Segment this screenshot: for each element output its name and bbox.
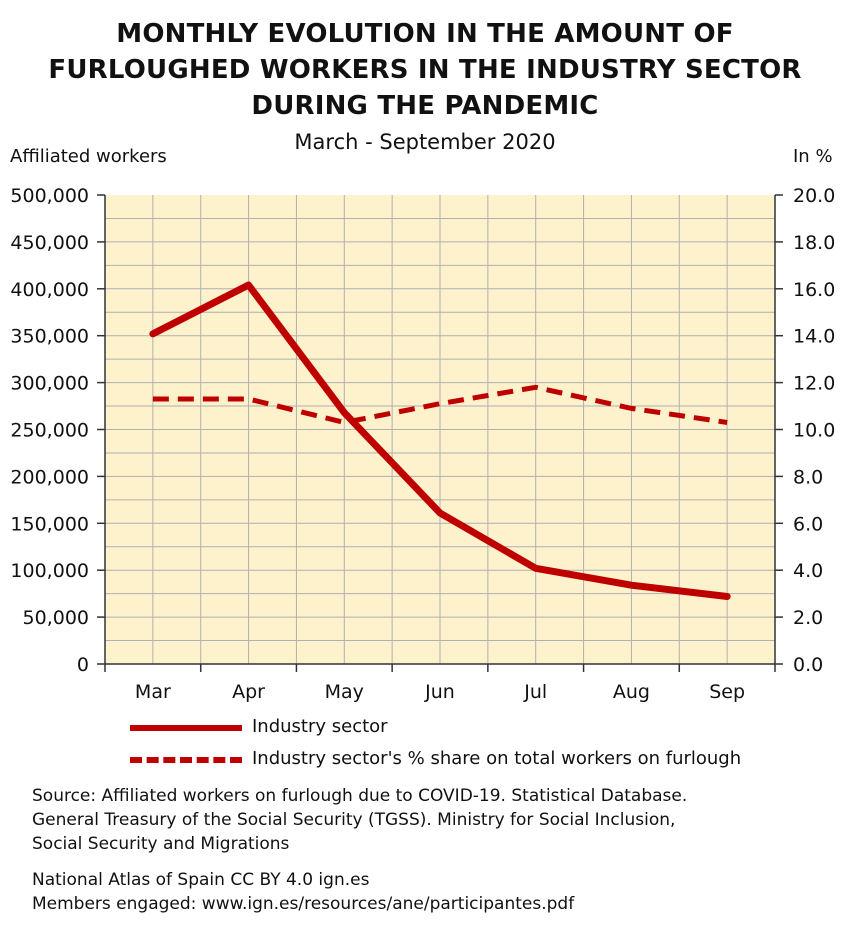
- x-axis-tick-label: Jul: [523, 681, 547, 703]
- right-axis-tick-label: 6.0: [793, 513, 823, 535]
- left-axis-tick-label: 150,000: [10, 513, 89, 535]
- legend-item-industry-sector: Industry sector: [130, 716, 770, 740]
- x-axis-tick-label: Mar: [135, 681, 171, 703]
- source-line-2: General Treasury of the Social Security …: [32, 810, 676, 830]
- series-line-2: [152, 384, 728, 425]
- right-axis-tick-label: 2.0: [793, 607, 823, 629]
- right-axis-tick-label: 4.0: [793, 560, 823, 582]
- x-axis-tick-label: Aug: [613, 681, 650, 703]
- series-line-1: [149, 281, 731, 600]
- right-axis-tick-label: 10.0: [793, 420, 835, 442]
- legend-label-share: Industry sector's % share on total worke…: [252, 748, 742, 769]
- source-note: Source: Affiliated workers on furlough d…: [32, 784, 832, 856]
- left-axis-tick-label: 50,000: [23, 607, 89, 629]
- chart-title-line-2: FURLOUGHED WORKERS IN THE INDUSTRY SECTO…: [48, 55, 802, 85]
- chart-subtitle: March - September 2020: [294, 130, 556, 154]
- chart-title: MONTHLY EVOLUTION IN THE AMOUNT OF FURLO…: [0, 16, 850, 124]
- left-axis-tick-label: 500,000: [10, 185, 89, 207]
- right-axis-tick-label: 18.0: [793, 232, 835, 254]
- source-line-3: Social Security and Migrations: [32, 834, 290, 854]
- chart-title-line-1: MONTHLY EVOLUTION IN THE AMOUNT OF: [116, 19, 734, 49]
- x-axis-tick-label: Sep: [709, 681, 745, 703]
- right-axis-tick-label: 16.0: [793, 279, 835, 301]
- left-axis-tick-label: 350,000: [10, 326, 89, 348]
- right-axis-tick-label: 8.0: [793, 466, 823, 488]
- right-axis-tick-label: 12.0: [793, 373, 835, 395]
- source-line-1: Source: Affiliated workers on furlough d…: [32, 786, 688, 806]
- left-axis-tick-label: 300,000: [10, 373, 89, 395]
- left-axis-tick-label: 200,000: [10, 466, 89, 488]
- right-axis-title: In %: [793, 146, 833, 167]
- right-axis-tick-label: 14.0: [793, 326, 835, 348]
- credit-line-2: Members engaged: www.ign.es/resources/an…: [32, 894, 575, 914]
- x-axis-tick-label: Apr: [232, 681, 265, 703]
- x-axis-tick-label: Jun: [424, 681, 455, 703]
- legend-swatch-solid: [130, 725, 242, 731]
- chart-title-line-3: DURING THE PANDEMIC: [251, 91, 599, 121]
- legend-item-share: Industry sector's % share on total worke…: [130, 748, 770, 772]
- right-axis-tick-label: 0.0: [793, 654, 823, 676]
- credit-line-1: National Atlas of Spain CC BY 4.0 ign.es: [32, 870, 370, 890]
- legend-swatch-dashed: [130, 757, 242, 763]
- left-axis-tick-label: 100,000: [10, 560, 89, 582]
- left-axis-tick-label: 0: [77, 654, 89, 676]
- line-chart: 0 50,000 100,000 150,000 200,000 250,000 300,0…: [10, 185, 835, 703]
- x-axis-tick-label: May: [325, 681, 364, 703]
- left-axis-title: Affiliated workers: [10, 146, 167, 167]
- left-axis-tick-label: 400,000: [10, 279, 89, 301]
- right-axis-tick-label: 20.0: [793, 185, 835, 207]
- left-axis-tick-label: 250,000: [10, 420, 89, 442]
- credits: National Atlas of Spain CC BY 4.0 ign.es…: [32, 868, 832, 916]
- left-axis-tick-label: 450,000: [10, 232, 89, 254]
- legend-label-industry-sector: Industry sector: [252, 716, 388, 737]
